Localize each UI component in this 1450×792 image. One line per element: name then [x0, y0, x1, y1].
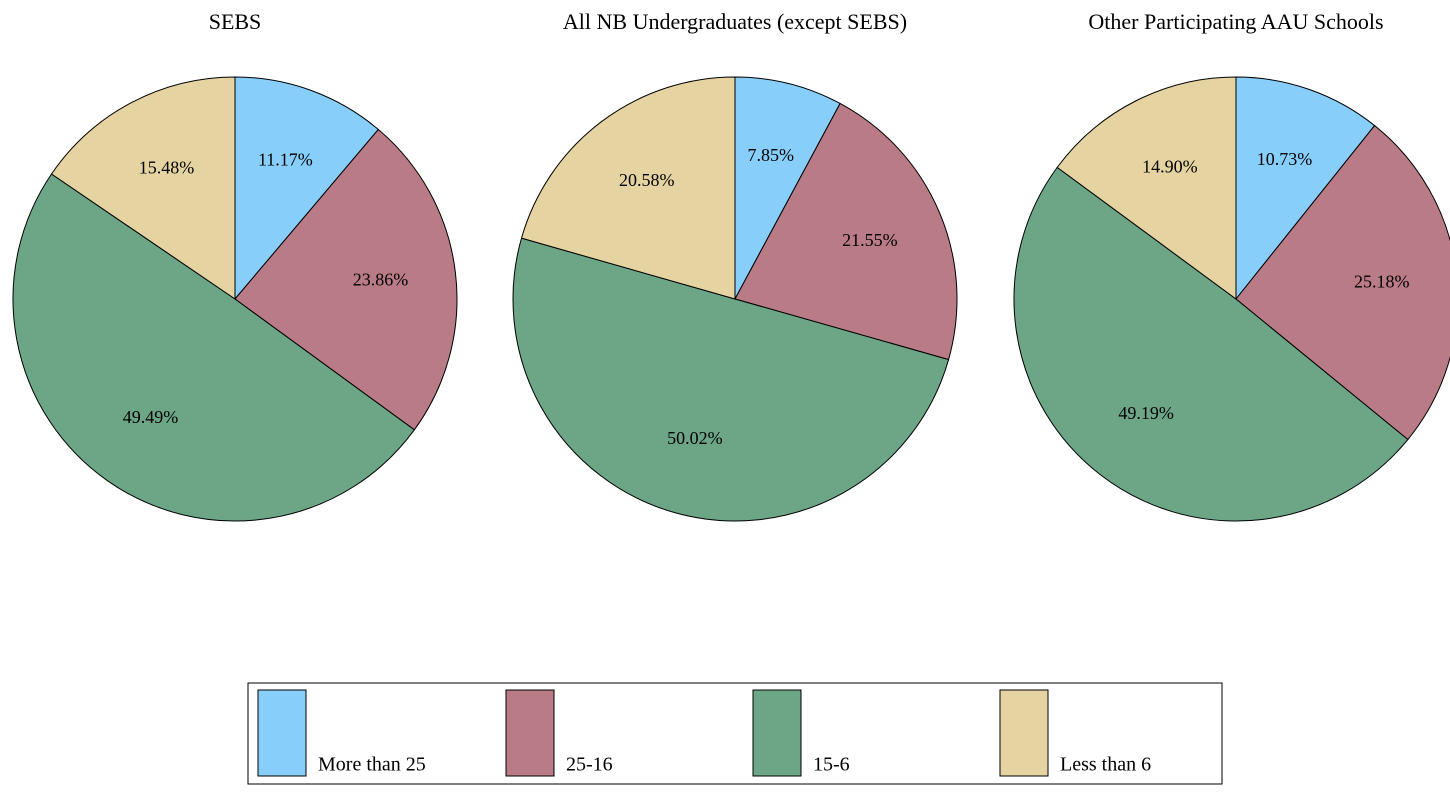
- data-label: 11.17%: [258, 150, 313, 170]
- legend-label: 15-6: [813, 754, 850, 776]
- pie-slice: [234, 128, 458, 431]
- data-label: 23.86%: [353, 270, 409, 290]
- legend-label: 25-16: [566, 754, 613, 776]
- legend-label: More than 25: [318, 754, 426, 776]
- data-label: 49.49%: [123, 407, 179, 427]
- data-label: 10.73%: [1257, 149, 1313, 169]
- data-label: 7.85%: [748, 145, 795, 165]
- legend-swatch: [505, 689, 555, 777]
- pie-slice: [1235, 124, 1450, 441]
- data-label: 25.18%: [1354, 272, 1410, 292]
- pie-slice: [512, 237, 950, 522]
- data-label: 49.19%: [1118, 403, 1174, 423]
- pie-slice: [520, 76, 736, 300]
- pie-slice: [1013, 166, 1409, 522]
- legend-swatch: [999, 689, 1049, 777]
- pie-slice: [234, 76, 380, 301]
- data-label: 20.58%: [619, 170, 675, 190]
- data-label: 14.90%: [1142, 156, 1198, 176]
- chart-title: Other Participating AAU Schools: [1088, 9, 1383, 34]
- pie-slice: [12, 173, 416, 522]
- data-label: 21.55%: [842, 230, 898, 250]
- legend-box: [247, 682, 1223, 785]
- pie-slice: [1056, 76, 1237, 300]
- pie-slice: [734, 102, 958, 361]
- data-label: 50.02%: [667, 428, 723, 448]
- chart-title: SEBS: [209, 9, 262, 34]
- legend-swatch: [752, 689, 802, 777]
- legend-label: Less than 6: [1060, 754, 1151, 776]
- data-label: 15.48%: [139, 158, 195, 178]
- legend-swatch: [257, 689, 307, 777]
- chart-title: All NB Undergraduates (except SEBS): [563, 9, 907, 34]
- pie-slice: [734, 76, 841, 300]
- pie-slice: [50, 76, 236, 300]
- pie-slice: [1235, 76, 1376, 301]
